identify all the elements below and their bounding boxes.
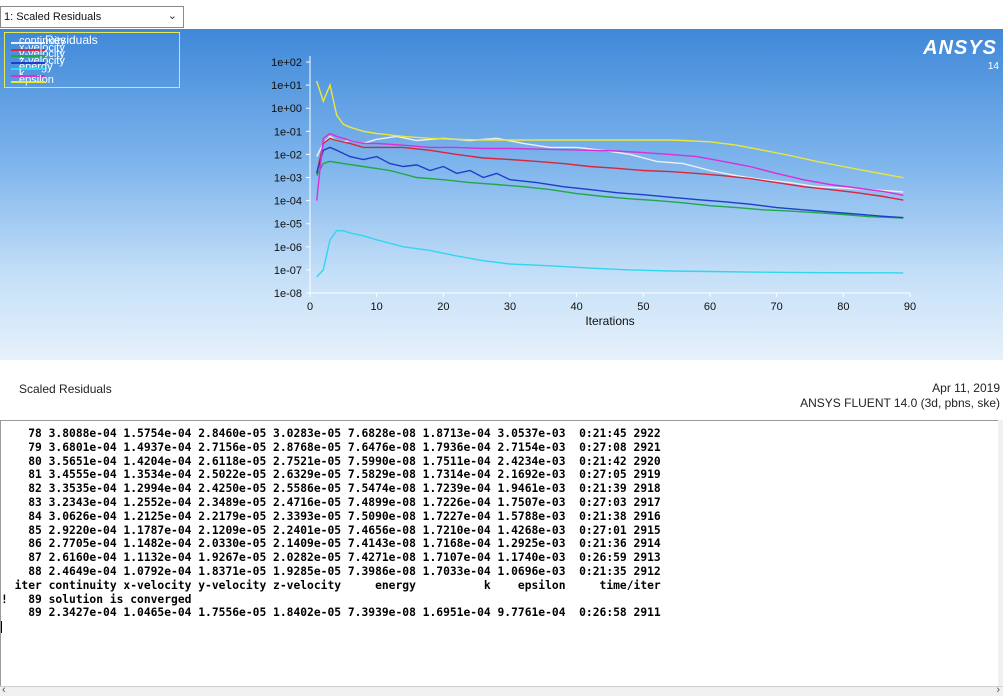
series-line-epsilon bbox=[316, 80, 904, 179]
console-line: 86 2.7705e-04 1.1482e-04 2.0330e-05 2.14… bbox=[1, 537, 661, 551]
console-vertical-scrollbar[interactable] bbox=[998, 420, 1003, 686]
series-line-k bbox=[316, 132, 904, 201]
legend-label-z-velocity: z-velocity bbox=[19, 54, 65, 67]
y-tick-label: 1e-01 bbox=[274, 126, 302, 138]
legend-label-epsilon: epsilon bbox=[19, 74, 54, 86]
console-line: iter continuity x-velocity y-velocity z-… bbox=[1, 578, 661, 592]
residuals-chart: 1e-08 1e-07 1e-06 1e-05 1e-04 1e-03 1e-02 1e-01… bbox=[271, 56, 916, 328]
legend-swatch-energy bbox=[11, 68, 45, 70]
legend-swatch-k bbox=[11, 74, 45, 77]
scroll-right-icon[interactable]: › bbox=[996, 684, 1000, 696]
console-line: ! 89 solution is converged bbox=[1, 592, 192, 606]
console-line: 78 3.8088e-04 1.5754e-04 2.8460e-05 3.02… bbox=[1, 427, 661, 440]
y-tick-label: 1e-08 bbox=[274, 288, 302, 300]
x-tick-label: 40 bbox=[571, 301, 583, 313]
legend-label-k: k bbox=[19, 67, 25, 80]
scroll-left-icon[interactable]: ‹ bbox=[2, 684, 6, 696]
console-line: 82 3.3535e-04 1.2994e-04 2.4250e-05 2.55… bbox=[1, 482, 661, 496]
legend-label-energy: energy bbox=[19, 61, 53, 73]
y-tick-label: 1e-03 bbox=[274, 173, 302, 185]
legend-swatch-epsilon bbox=[11, 81, 45, 83]
console-line: 80 3.5651e-04 1.4204e-04 2.6118e-05 2.75… bbox=[1, 454, 661, 468]
series-line-continuity bbox=[316, 135, 904, 193]
legend-swatch-z-velocity bbox=[11, 61, 45, 64]
x-tick-label: 50 bbox=[637, 301, 649, 313]
x-tick-label: 70 bbox=[771, 301, 783, 313]
caption-title: Scaled Residuals bbox=[19, 382, 112, 396]
top-strip bbox=[0, 0, 1003, 6]
legend-label-continuity: continuity bbox=[19, 35, 66, 47]
console-text: 78 3.8088e-04 1.5754e-04 2.8460e-05 3.02… bbox=[1, 421, 998, 634]
y-tick-label: 1e+00 bbox=[271, 103, 302, 115]
y-tick-label: 1e+01 bbox=[271, 80, 302, 92]
view-selector-label: 1: Scaled Residuals bbox=[4, 11, 102, 23]
y-tick-label: 1e-02 bbox=[274, 149, 302, 161]
console-line: 81 3.4555e-04 1.3534e-04 2.5022e-05 2.63… bbox=[1, 468, 661, 482]
x-axis-label: Iterations bbox=[585, 314, 634, 328]
view-selector[interactable]: 1: Scaled Residuals ⌄ bbox=[0, 6, 184, 28]
x-tick-label: 30 bbox=[504, 301, 516, 313]
console-line: 79 3.6801e-04 1.4937e-04 2.7156e-05 2.87… bbox=[1, 440, 661, 454]
console-line: 85 2.9220e-04 1.1787e-04 2.1209e-05 2.24… bbox=[1, 523, 661, 537]
console-horizontal-scrollbar[interactable]: ‹ › bbox=[0, 684, 1003, 696]
legend-swatch-continuity bbox=[11, 42, 45, 44]
x-tick-label: 90 bbox=[904, 301, 916, 313]
caption-date: Apr 11, 2019 bbox=[932, 381, 1000, 395]
console-line: 89 2.3427e-04 1.0465e-04 1.7556e-05 1.84… bbox=[1, 606, 661, 620]
series-line-y-velocity bbox=[316, 160, 904, 219]
console-prompt[interactable] bbox=[1, 620, 998, 634]
legend-label-y-velocity: y-velocity bbox=[19, 48, 65, 60]
y-tick-label: 1e+02 bbox=[271, 57, 302, 69]
chevron-down-icon[interactable]: ⌄ bbox=[167, 10, 177, 22]
y-tick-label: 1e-04 bbox=[274, 196, 302, 208]
series-line-energy bbox=[316, 229, 904, 278]
legend-swatch-x-velocity bbox=[11, 48, 45, 51]
legend-label-x-velocity: x-velocity bbox=[19, 41, 65, 54]
console-line: 84 3.0626e-04 1.2125e-04 2.2179e-05 2.33… bbox=[1, 509, 661, 523]
graphics-window[interactable]: Residuals continuity x-velocity y-velocity… bbox=[0, 29, 1003, 360]
graphics-caption: Scaled Residuals Apr 11, 2019 ANSYS FLUE… bbox=[0, 360, 1003, 418]
series-line-z-velocity bbox=[316, 146, 904, 219]
ansys-logo: ANSYS bbox=[923, 37, 997, 59]
legend-swatch-y-velocity bbox=[11, 55, 45, 57]
y-tick-label: 1e-06 bbox=[274, 242, 302, 254]
ansys-logo-version: 14 bbox=[987, 61, 999, 72]
x-tick-label: 80 bbox=[837, 301, 849, 313]
text-cursor bbox=[1, 621, 2, 634]
legend-title: Residuals bbox=[45, 33, 98, 47]
x-tick-label: 0 bbox=[307, 301, 313, 313]
console-line: 88 2.4649e-04 1.0792e-04 1.8371e-05 1.92… bbox=[1, 564, 661, 578]
series-line-x-velocity bbox=[316, 137, 904, 201]
console-line: 87 2.6160e-04 1.1132e-04 1.9267e-05 2.02… bbox=[1, 551, 661, 565]
console-line: 83 3.2343e-04 1.2552e-04 2.3489e-05 2.47… bbox=[1, 495, 661, 509]
console-output[interactable]: 78 3.8088e-04 1.5754e-04 2.8460e-05 3.02… bbox=[0, 420, 998, 686]
x-tick-label: 20 bbox=[437, 301, 449, 313]
y-tick-label: 1e-07 bbox=[274, 265, 302, 277]
residuals-legend: Residuals continuity x-velocity y-velocity… bbox=[4, 32, 180, 88]
caption-product: ANSYS FLUENT 14.0 (3d, pbns, ske) bbox=[800, 396, 1000, 410]
x-tick-label: 10 bbox=[371, 301, 383, 313]
x-tick-label: 60 bbox=[704, 301, 716, 313]
y-tick-label: 1e-05 bbox=[274, 219, 302, 231]
